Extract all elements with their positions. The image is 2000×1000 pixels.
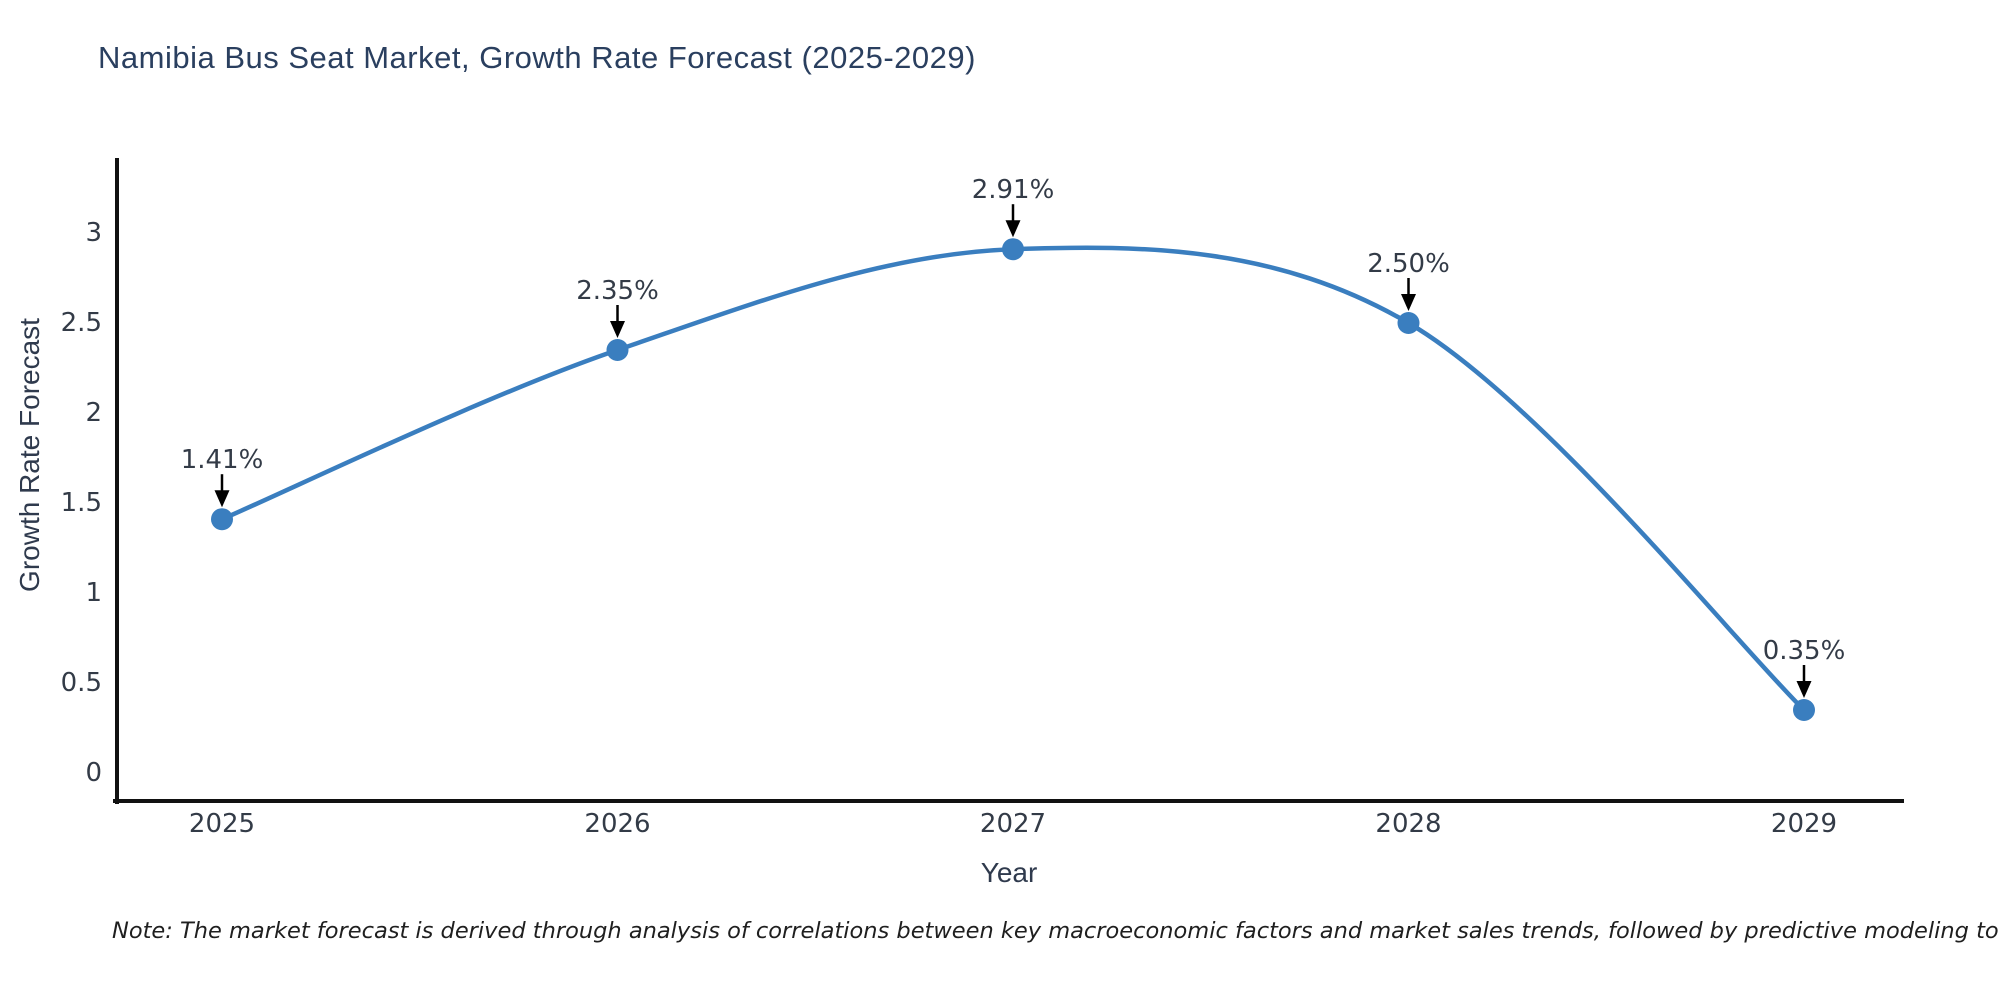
annotation-arrow-head (1796, 681, 1812, 698)
annotation-arrow-head (1401, 294, 1416, 311)
y-tick-label: 3 (85, 218, 102, 248)
annotation-value-label: 2.50% (1367, 249, 1450, 279)
x-tick-label: 2028 (1375, 809, 1441, 839)
y-tick-label: 0.5 (61, 668, 102, 698)
annotation-value-label: 2.91% (972, 175, 1055, 205)
data-point-marker (1002, 238, 1024, 261)
annotation-arrow-head (1005, 220, 1021, 238)
x-tick-label: 2025 (189, 809, 255, 839)
y-axis-title: Growth Rate Forecast (14, 318, 45, 592)
x-tick-label: 2029 (1771, 809, 1837, 839)
x-axis-title: Year (980, 857, 1038, 888)
annotation-value-label: 0.35% (1763, 636, 1846, 666)
x-tick-label: 2027 (980, 809, 1046, 839)
y-tick-label: 2 (85, 398, 102, 428)
footnote: Note: The market forecast is derived thr… (112, 918, 2000, 944)
y-tick-label: 1 (85, 578, 102, 608)
data-point-marker (1397, 312, 1420, 334)
y-tick-label: 1.5 (61, 488, 102, 518)
data-point-marker (606, 339, 629, 361)
annotation-arrow-head (610, 321, 625, 338)
data-point-marker (211, 508, 233, 531)
chart-title: Namibia Bus Seat Market, Growth Rate For… (98, 40, 976, 75)
data-point-marker (1793, 699, 1815, 721)
trend-line (219, 245, 1807, 713)
y-tick-label: 2.5 (61, 308, 102, 338)
annotation-value-label: 1.41% (181, 445, 264, 475)
y-tick-label: 0 (85, 758, 102, 788)
x-tick-label: 2026 (584, 809, 650, 839)
annotation-arrow-head (214, 490, 230, 508)
annotation-value-label: 2.35% (576, 276, 659, 306)
